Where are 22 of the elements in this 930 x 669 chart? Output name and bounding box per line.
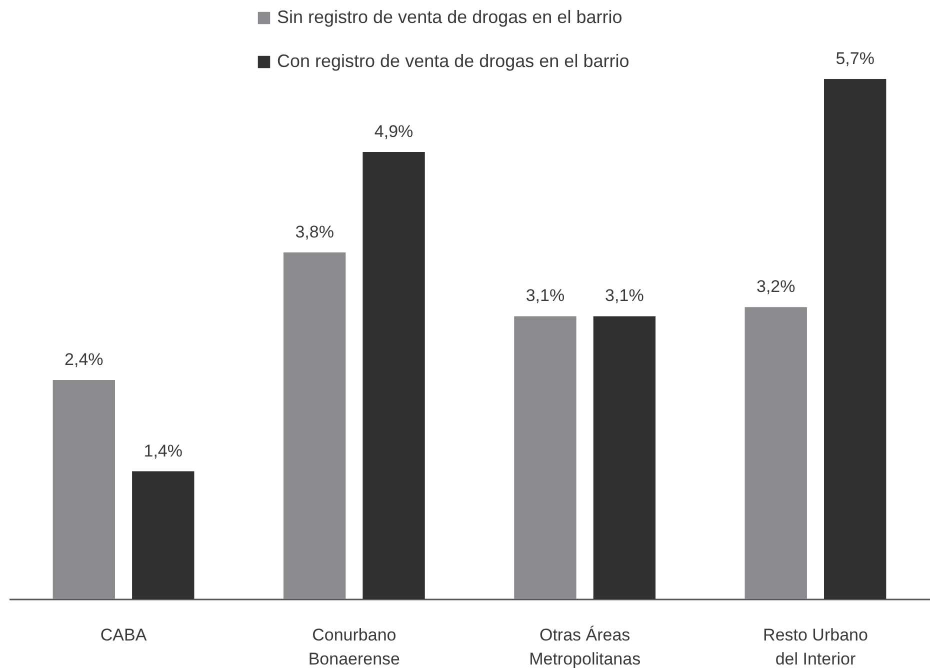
data-label: 3,1% xyxy=(605,286,644,306)
bar xyxy=(362,152,425,599)
data-label: 2,4% xyxy=(64,350,104,370)
data-label: 3,8% xyxy=(295,222,334,242)
data-label: 1,4% xyxy=(144,441,182,460)
x-tick-label: CABA xyxy=(100,626,148,644)
x-tick-label: Resto Urbano del Interior xyxy=(763,626,868,668)
x-tick-label: Otras Áreas Metropolitanas xyxy=(529,626,641,668)
bar xyxy=(514,316,576,599)
bar xyxy=(593,316,656,599)
data-label: 5,7% xyxy=(836,49,874,68)
bar xyxy=(283,252,346,599)
bar xyxy=(52,380,116,599)
legend-label: Sin registro de venta de drogas en el barrio xyxy=(277,7,622,27)
x-tick-label: Conurbano Bonaerense xyxy=(308,626,400,668)
bar xyxy=(132,471,194,599)
data-label: 4,9% xyxy=(374,122,414,141)
bar xyxy=(744,307,807,599)
data-label: 3,1% xyxy=(526,286,565,306)
bar xyxy=(824,79,886,599)
legend-label: Con registro de venta de drogas en el barrio xyxy=(277,51,630,71)
data-label: 3,2% xyxy=(756,277,796,296)
